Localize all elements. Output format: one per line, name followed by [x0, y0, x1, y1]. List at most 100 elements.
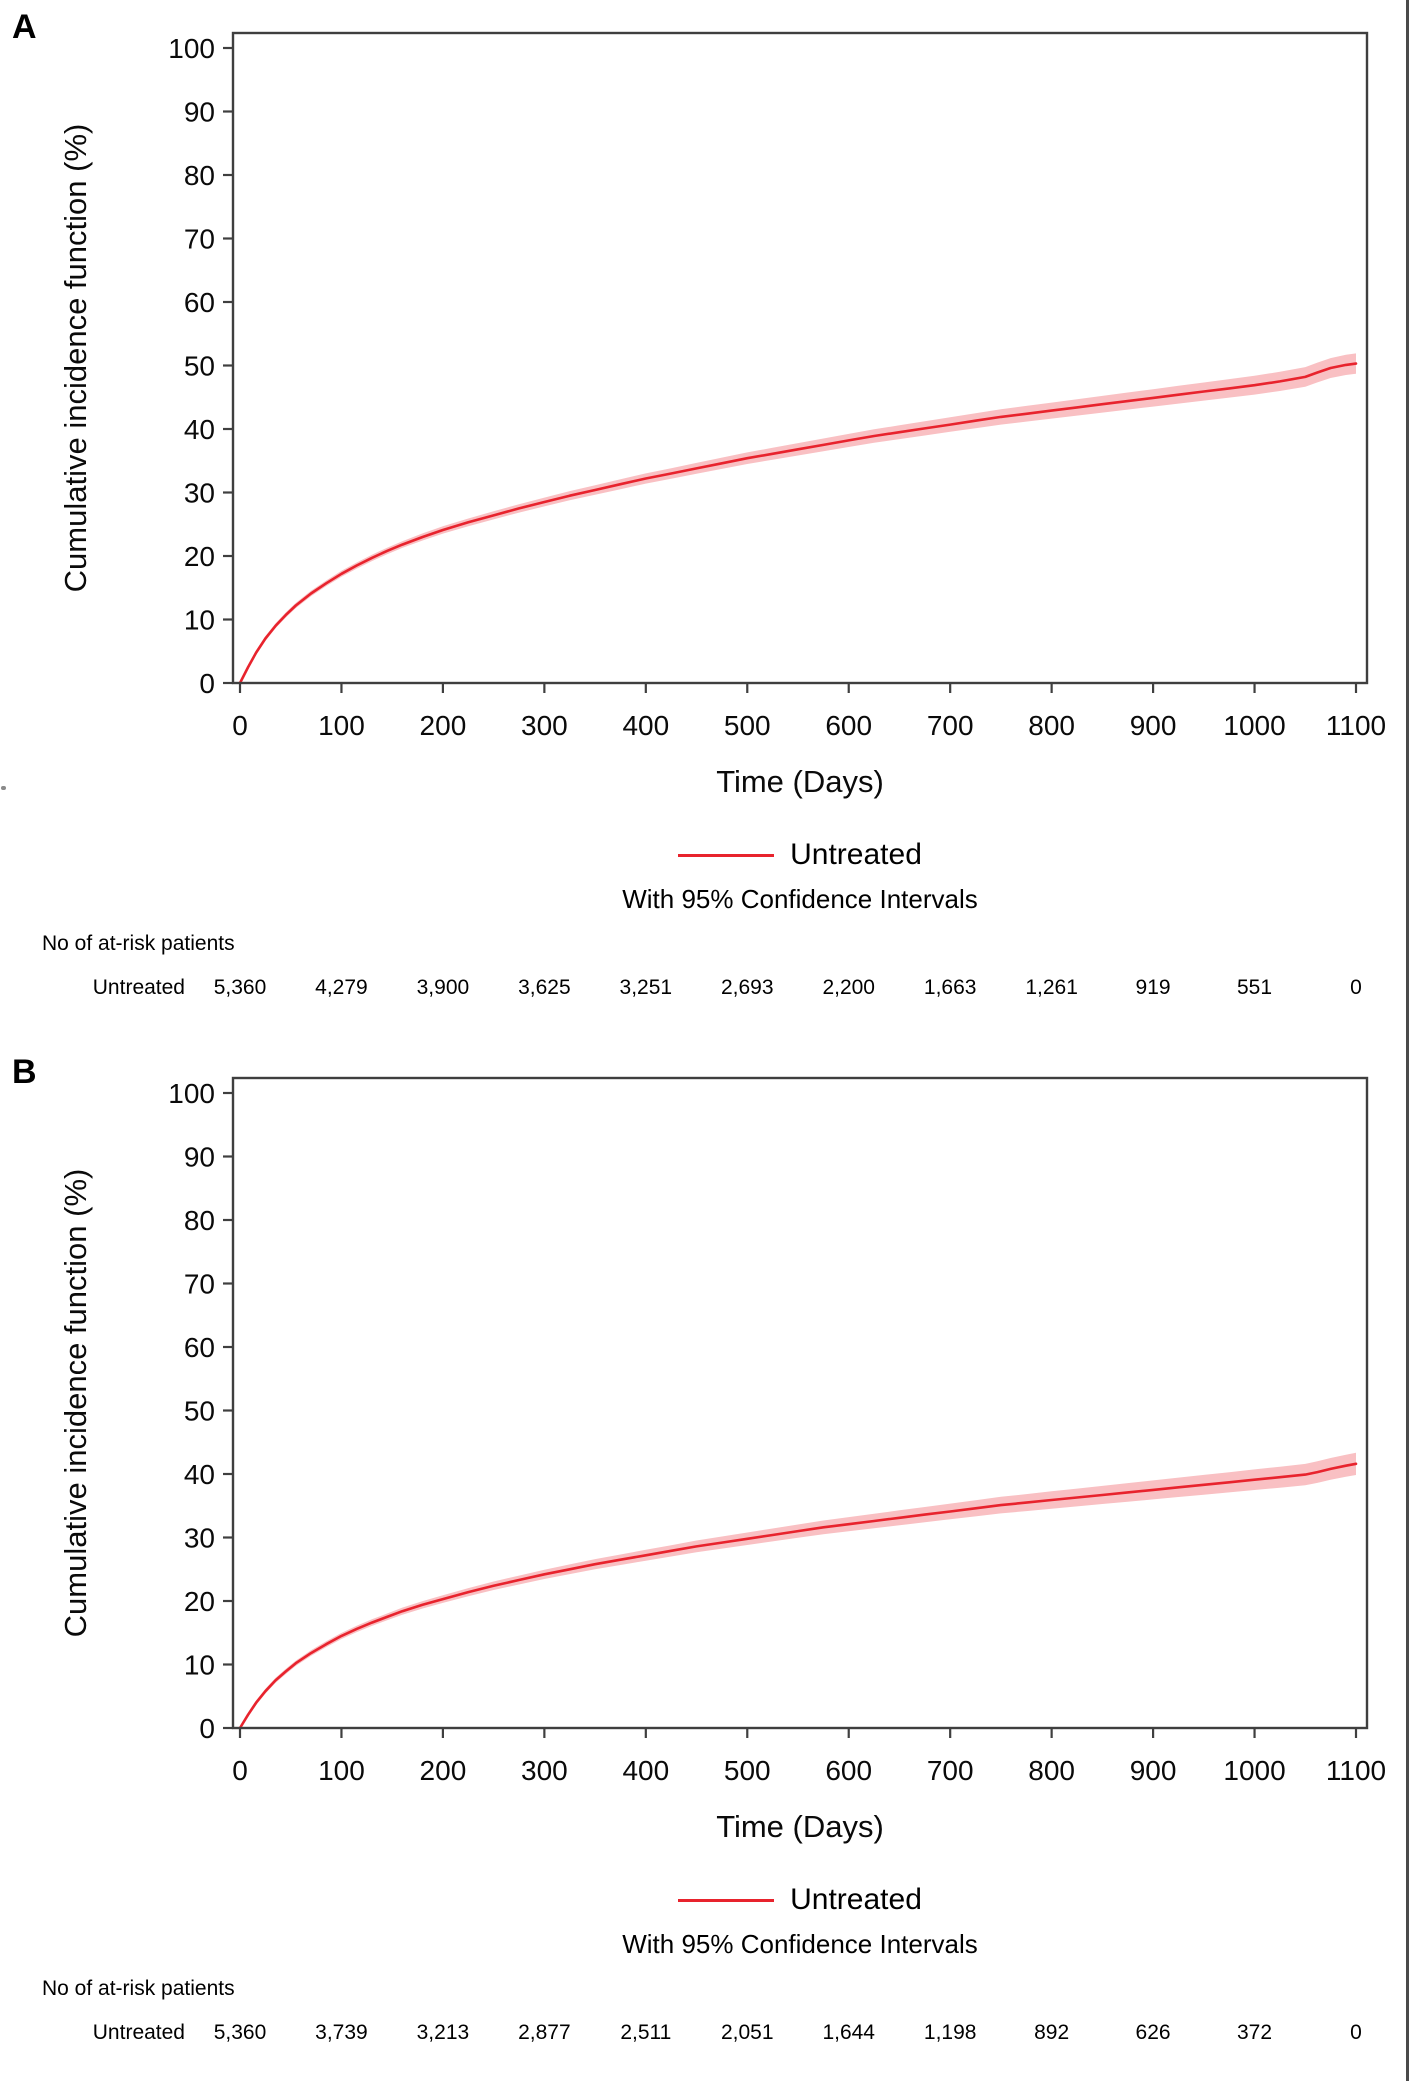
at-risk-row-label: Untreated [92, 976, 185, 999]
x-tick-label: 900 [1130, 710, 1177, 741]
x-tick-label: 200 [420, 710, 467, 741]
at-risk-value: 3,625 [518, 976, 571, 999]
at-risk-value: 3,251 [619, 976, 673, 999]
x-tick-label: 400 [622, 1755, 669, 1786]
x-tick-label: 1100 [1326, 1755, 1386, 1786]
ci-note: With 95% Confidence Intervals [622, 1929, 978, 1959]
x-tick-label: 500 [724, 1755, 771, 1786]
x-tick-label: 1000 [1223, 1755, 1285, 1786]
y-tick-label: 10 [184, 605, 215, 636]
x-tick-label: 800 [1028, 710, 1075, 741]
at-risk-value: 2,051 [720, 2021, 774, 2044]
confidence-band [240, 353, 1356, 683]
at-risk-value: 1,261 [1025, 976, 1078, 999]
panel-b: B 0 10 20 30 40 50 60 70 80 90 100 0 100 200 300 400 500… [0, 1045, 1417, 2081]
x-tick-label: 100 [318, 1755, 365, 1786]
at-risk-value: 4,279 [315, 976, 368, 999]
y-tick-label: 70 [184, 224, 215, 255]
legend-b: Untreated [233, 1883, 1367, 1917]
at-risk-value: 2,877 [518, 2021, 571, 2044]
y-tick-label: 40 [184, 414, 215, 445]
y-tick-label: 100 [168, 1078, 215, 1109]
at-risk-value: 3,900 [416, 976, 470, 999]
at-risk-value: 1,663 [923, 976, 977, 999]
x-tick-label: 600 [825, 1755, 872, 1786]
legend-line-swatch [678, 1898, 775, 1902]
at-risk-value: 2,200 [822, 976, 875, 999]
at-risk-value: 3,213 [416, 2021, 470, 2044]
cif-curve [238, 1462, 1358, 1730]
at-risk-value: 1,198 [923, 2021, 977, 2044]
x-tick-label: 200 [420, 1755, 467, 1786]
panel-a-letter: A [12, 8, 37, 46]
x-tick-label: 500 [724, 710, 771, 741]
plot-frame [231, 1076, 1369, 1730]
ci-note: With 95% Confidence Intervals [622, 884, 978, 914]
x-tick-label: 700 [927, 710, 974, 741]
panel-b-letter: B [12, 1053, 37, 1091]
y-tick-label: 50 [184, 351, 215, 382]
at-risk-value: 2,511 [620, 2021, 672, 2044]
at-risk-value: 0 [1350, 2021, 1362, 2044]
x-tick-label: 300 [521, 710, 568, 741]
y-tick-label: 20 [184, 541, 215, 572]
at-risk-row-label: Untreated [92, 2021, 185, 2044]
at-risk-value: 5,360 [213, 976, 267, 999]
x-tick-label: 1000 [1223, 710, 1285, 741]
x-tick-label: 0 [232, 710, 248, 741]
at-risk-value: 919 [1135, 976, 1171, 999]
y-tick-label: 50 [184, 1396, 215, 1427]
y-axis-title: Cumulative incidence function (%) [58, 124, 93, 593]
y-tick-label: 0 [199, 1713, 215, 1744]
y-tick-label: 40 [184, 1459, 215, 1490]
y-tick-label: 80 [184, 1205, 215, 1236]
y-tick-label: 60 [184, 1332, 215, 1363]
x-tick-label: 600 [825, 710, 872, 741]
at-risk-value: 0 [1350, 976, 1362, 999]
at-risk-value: 626 [1135, 2021, 1171, 2044]
legend-label: Untreated [790, 1883, 922, 1916]
x-tick-label: 900 [1130, 1755, 1177, 1786]
page-right-border [1406, 0, 1409, 2081]
x-tick-label: 400 [622, 710, 669, 741]
at-risk-value: 1,644 [822, 2021, 875, 2044]
y-tick-label: 80 [184, 160, 215, 191]
y-tick-label: 10 [184, 1650, 215, 1681]
at-risk-value: 892 [1034, 2021, 1070, 2044]
y-tick-label: 90 [184, 1142, 215, 1173]
at-risk-value: 5,360 [213, 2021, 267, 2044]
confidence-band [240, 1452, 1356, 1728]
x-tick-label: 800 [1028, 1755, 1075, 1786]
at-risk-value: 2,693 [720, 976, 774, 999]
x-tick-label: 100 [318, 710, 365, 741]
x-axis-title: Time (Days) [716, 1809, 884, 1844]
stray-mark [1, 786, 6, 790]
x-tick-label: 700 [927, 1755, 974, 1786]
y-tick-label: 30 [184, 1523, 215, 1554]
at-risk-value: 3,739 [315, 2021, 368, 2044]
y-tick-label: 20 [184, 1586, 215, 1617]
plot-frame [231, 31, 1369, 685]
at-risk-header: No of at-risk patients [42, 1977, 235, 2000]
legend-line-swatch [678, 853, 775, 857]
y-tick-label: 60 [184, 287, 215, 318]
x-tick-label: 300 [521, 1755, 568, 1786]
x-axis-title: Time (Days) [716, 764, 884, 799]
legend-label: Untreated [790, 838, 922, 871]
y-tick-label: 100 [168, 33, 215, 64]
y-tick-label: 30 [184, 478, 215, 509]
y-axis-title: Cumulative incidence function (%) [58, 1169, 93, 1638]
cif-curve [238, 362, 1358, 685]
at-risk-value: 372 [1237, 2021, 1273, 2044]
y-tick-label: 90 [184, 97, 215, 128]
y-tick-label: 0 [199, 668, 215, 699]
x-tick-label: 0 [232, 1755, 248, 1786]
x-tick-label: 1100 [1326, 710, 1386, 741]
at-risk-header: No of at-risk patients [42, 932, 235, 955]
legend-a: Untreated [233, 838, 1367, 872]
y-tick-label: 70 [184, 1269, 215, 1300]
at-risk-value: 551 [1237, 976, 1273, 999]
panel-a: A 0 10 20 30 40 50 60 70 80 90 100 0 100 200 300 400 500… [12, 8, 1386, 999]
